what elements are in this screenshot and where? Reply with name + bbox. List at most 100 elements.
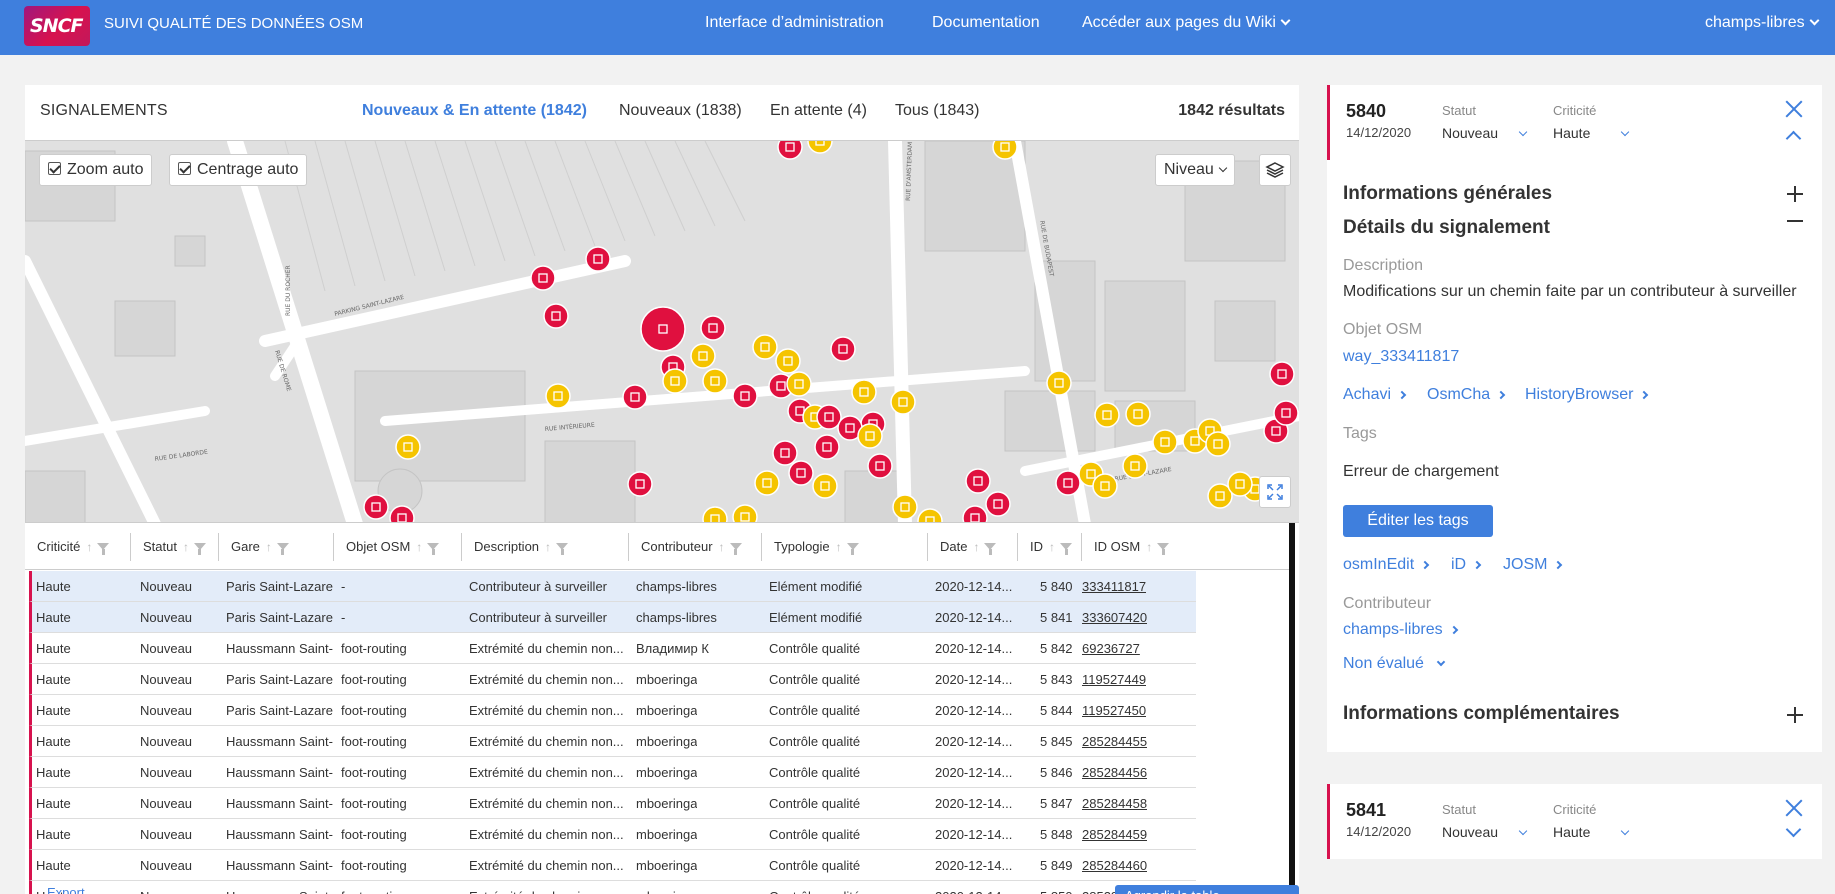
tab-nouveaux-en-attente[interactable]: Nouveaux & En attente (1842)	[362, 102, 587, 119]
zoom-auto-checkbox[interactable]: Zoom auto	[39, 154, 153, 186]
col-id-osm-cell[interactable]: 285284458	[1082, 796, 1148, 811]
col-statut[interactable]: Statut ↑	[131, 533, 219, 561]
map-view[interactable]: PARKING SAINT-LAZARE RUE D'AMSTERDAM RUE…	[25, 140, 1299, 523]
warning-marker[interactable]	[1092, 473, 1118, 499]
critical-marker[interactable]	[1055, 470, 1081, 496]
critical-marker[interactable]	[732, 383, 758, 409]
col-id-osm[interactable]: ID OSM ↑	[1082, 533, 1192, 561]
critical-marker[interactable]	[788, 460, 814, 486]
export-link[interactable]: Export	[47, 885, 85, 894]
warning-marker[interactable]	[702, 368, 728, 394]
historybrowser-link[interactable]: HistoryBrowser	[1525, 386, 1649, 404]
col-id-osm-cell[interactable]: 333411817	[1082, 579, 1147, 594]
warning-marker[interactable]	[1122, 453, 1148, 479]
chevron-up-icon[interactable]	[1785, 130, 1802, 147]
sort-icon[interactable]: ↑	[545, 540, 552, 554]
filter-icon[interactable]	[193, 543, 206, 555]
col-contributeur[interactable]: Contributeur ↑	[629, 533, 762, 561]
tab-en-attente[interactable]: En attente (4)	[770, 102, 867, 119]
table-row[interactable]: Haute Nouveau Haussmann Saint-La foot-routi…	[29, 881, 1196, 894]
criticite-select[interactable]: Haute	[1553, 125, 1630, 141]
warning-marker[interactable]	[786, 371, 812, 397]
warning-marker[interactable]	[545, 383, 571, 409]
col-description[interactable]: Description ↑	[462, 533, 629, 561]
filter-icon[interactable]	[984, 543, 997, 555]
table-row[interactable]: Haute Nouveau Haussmann Saint-La foot-routi…	[29, 726, 1196, 757]
critical-marker[interactable]	[867, 453, 893, 479]
statut-select[interactable]: Nouveau	[1442, 125, 1528, 141]
statut-select[interactable]: Nouveau	[1442, 824, 1528, 840]
filter-icon[interactable]	[729, 543, 742, 555]
table-row[interactable]: Haute Nouveau Haussmann Saint-La foot-routi…	[29, 757, 1196, 788]
col-id-osm-cell[interactable]: 285284456	[1082, 765, 1148, 780]
table-row[interactable]: Haute Nouveau Haussmann Saint-La foot-routi…	[29, 819, 1196, 850]
nav-admin[interactable]: Interface d’administration	[705, 14, 884, 31]
sort-icon[interactable]: ↑	[1146, 540, 1153, 554]
critical-marker[interactable]	[640, 306, 686, 352]
col-id[interactable]: ID ↑	[1018, 533, 1082, 561]
objet-osm-link[interactable]: way_333411817	[1343, 348, 1460, 365]
critical-marker[interactable]	[530, 265, 556, 291]
warning-marker[interactable]	[807, 141, 833, 154]
center-auto-checkbox[interactable]: Centrage auto	[169, 154, 308, 186]
warning-marker[interactable]	[1227, 471, 1253, 497]
filter-icon[interactable]	[1157, 543, 1170, 555]
criticite-select[interactable]: Haute	[1553, 824, 1630, 840]
critical-marker[interactable]	[363, 494, 389, 520]
sncf-logo[interactable]: SNCF	[24, 6, 90, 46]
table-row[interactable]: Haute Nouveau Haussmann Saint-La foot-routi…	[29, 788, 1196, 819]
sort-icon[interactable]: ↑	[1049, 540, 1055, 554]
warning-marker[interactable]	[1046, 370, 1072, 396]
achavi-link[interactable]: Achavi	[1343, 386, 1407, 404]
critical-marker[interactable]	[814, 434, 840, 460]
col-criticite[interactable]: Criticité ↑	[25, 533, 131, 561]
col-id-osm-cell[interactable]: 28528...	[1082, 889, 1129, 894]
col-id-osm-cell[interactable]: 119527449	[1082, 672, 1147, 687]
col-objet-osm[interactable]: Objet OSM ↑	[334, 533, 462, 561]
critical-marker[interactable]	[543, 303, 569, 329]
expand-plus-icon[interactable]	[1787, 707, 1803, 723]
critical-marker[interactable]	[816, 404, 842, 430]
col-id-osm-cell[interactable]: 119527450	[1082, 703, 1147, 718]
warning-marker[interactable]	[1205, 431, 1231, 457]
close-icon[interactable]	[1784, 99, 1804, 119]
col-date[interactable]: Date ↑	[928, 533, 1018, 561]
nav-documentation[interactable]: Documentation	[932, 14, 1040, 31]
filter-icon[interactable]	[556, 543, 569, 555]
warning-marker[interactable]	[851, 379, 877, 405]
filter-icon[interactable]	[276, 543, 289, 555]
warning-marker[interactable]	[890, 389, 916, 415]
col-id-osm-cell[interactable]: 333607420	[1082, 610, 1148, 625]
sort-icon[interactable]: ↑	[416, 540, 423, 554]
sort-icon[interactable]: ↑	[718, 540, 725, 554]
close-icon[interactable]	[1784, 798, 1804, 818]
warning-marker[interactable]	[690, 343, 716, 369]
warning-marker[interactable]	[752, 334, 778, 360]
critical-marker[interactable]	[777, 141, 803, 160]
sort-icon[interactable]: ↑	[182, 540, 189, 554]
tab-nouveaux[interactable]: Nouveaux (1838)	[619, 102, 742, 119]
warning-marker[interactable]	[992, 141, 1018, 160]
table-row[interactable]: Haute Nouveau Paris Saint-Lazare - Contribut…	[29, 571, 1196, 602]
warning-marker[interactable]	[1207, 483, 1233, 509]
osmcha-link[interactable]: OsmCha	[1427, 386, 1506, 404]
general-info-title[interactable]: Informations générales	[1343, 183, 1553, 204]
map-markers[interactable]	[363, 141, 1299, 523]
critical-marker[interactable]	[1273, 400, 1299, 426]
col-id-osm-cell[interactable]: 69236727	[1082, 641, 1140, 656]
chevron-down-icon[interactable]	[1785, 821, 1802, 838]
warning-marker[interactable]	[754, 470, 780, 496]
warning-marker[interactable]	[857, 423, 883, 449]
filter-icon[interactable]	[1060, 543, 1072, 555]
sort-icon[interactable]: ↑	[265, 540, 272, 554]
signalement-details-title[interactable]: Détails du signalement	[1343, 217, 1550, 238]
critical-marker[interactable]	[772, 440, 798, 466]
critical-marker[interactable]	[985, 491, 1011, 517]
layers-button[interactable]	[1259, 154, 1291, 186]
table-row[interactable]: Haute Nouveau Paris Saint-Lazare - Contribut…	[29, 602, 1196, 633]
signalement-card-5841[interactable]: 5841 14/12/2020 Statut Nouveau Criticité…	[1327, 784, 1822, 859]
id-editor-link[interactable]: iD	[1451, 556, 1482, 574]
sort-icon[interactable]: ↑	[86, 540, 93, 554]
signalement-card-5840[interactable]: 5840 14/12/2020 Statut Nouveau Criticité…	[1327, 85, 1822, 160]
col-id-osm-cell[interactable]: 285284459	[1082, 827, 1148, 842]
